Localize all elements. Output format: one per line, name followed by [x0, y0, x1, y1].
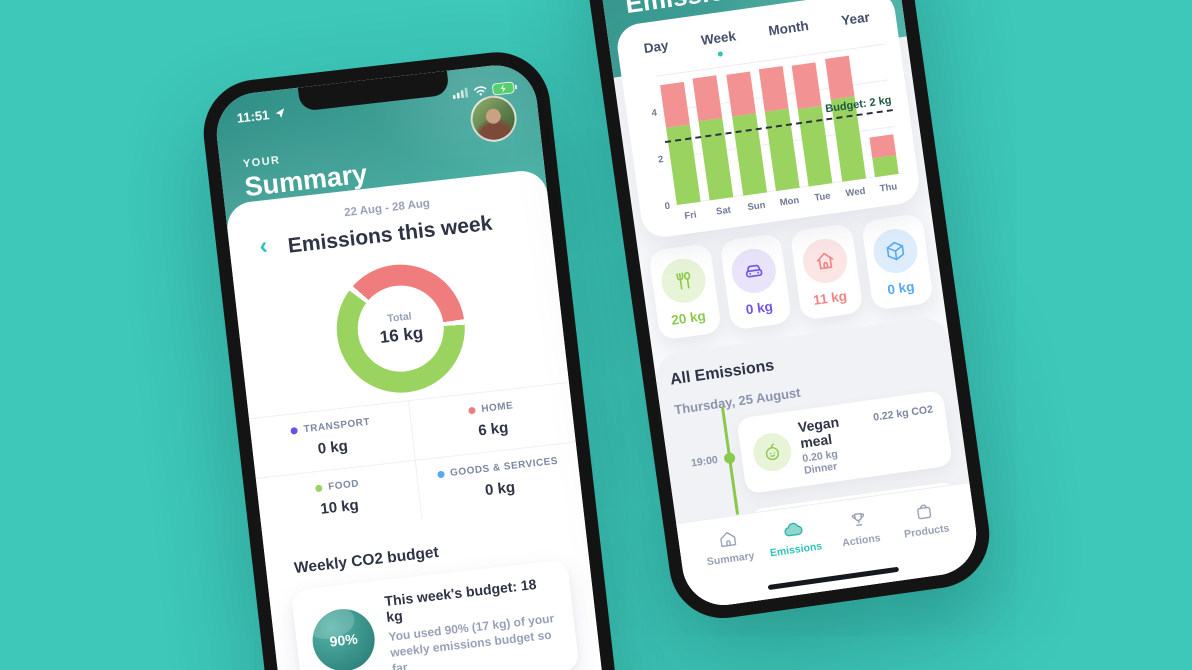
goods-services-dot [436, 470, 445, 479]
tab-year[interactable]: Year [840, 9, 871, 29]
emission-card[interactable]: Vegan meal 0.20 kg Dinner 0.22 kg CO2 [736, 389, 953, 495]
signal-icon [452, 86, 469, 100]
tab-day[interactable]: Day [642, 37, 670, 57]
apple-icon [750, 430, 794, 474]
trophy-icon [824, 505, 892, 549]
budget-percent-badge: 90% [309, 606, 379, 670]
shopping-bag-icon [890, 496, 958, 540]
donut-center-label: Total [386, 310, 413, 326]
tab-month[interactable]: Month [767, 18, 810, 39]
status-time: 11:51 [236, 107, 271, 126]
summary-card: 22 Aug - 28 Aug ‹ Emissions this week To… [224, 168, 619, 670]
tab-emissions[interactable]: Emissions [759, 515, 835, 599]
right-phone-frame: Emissions Day Week Month Year 4 2 0 [578, 0, 997, 626]
lightning-bolt-icon [774, 603, 818, 611]
emission-row-dinner: 19:00 Vegan meal [677, 389, 953, 510]
tab-actions[interactable]: Actions [824, 505, 900, 589]
house-icon [800, 236, 850, 286]
tab-products[interactable]: Products [890, 496, 966, 580]
donut-center-value: 16 kg [378, 323, 425, 347]
right-phone-screen: Emissions Day Week Month Year 4 2 0 [592, 0, 982, 611]
category-card-goods[interactable]: 0 kg [860, 213, 934, 311]
left-phone-frame: 11:51 [198, 46, 634, 670]
weekly-budget-card[interactable]: 90% This week's budget: 18 kg You used 9… [290, 559, 580, 670]
emissions-chart-card: Day Week Month Year 4 2 0 Bu [614, 0, 922, 240]
status-bar: 11:51 [212, 61, 535, 128]
cube-icon [870, 226, 921, 276]
category-cards: 20 kg 0 kg [648, 213, 934, 341]
food-dot [315, 484, 323, 493]
wifi-icon [473, 84, 488, 97]
food-utensils-icon [658, 256, 709, 306]
plot-area: Budget: 2 kg [655, 43, 902, 206]
left-phone-screen: 11:51 [212, 60, 619, 670]
weekly-bar-chart: 4 2 0 Budget: 2 kg [636, 43, 904, 212]
summary-header: 11:51 [212, 60, 551, 261]
car-icon [729, 246, 779, 296]
category-card-transport[interactable]: 0 kg [718, 232, 793, 331]
bottom-tab-bar: Summary Emissions Action [676, 482, 982, 611]
cloud-icon [759, 515, 827, 560]
category-card-home[interactable]: 11 kg [789, 223, 864, 321]
home-icon [694, 524, 762, 569]
avatar[interactable] [468, 93, 520, 145]
home-dot [468, 406, 476, 415]
tab-week[interactable]: Week [700, 28, 737, 48]
transport-dot [290, 426, 299, 435]
category-card-food[interactable]: 20 kg [648, 242, 722, 341]
location-arrow-icon [274, 107, 286, 119]
donut-chart: Total 16 kg [329, 257, 472, 400]
battery-charging-icon [492, 80, 518, 95]
tab-summary[interactable]: Summary [694, 524, 770, 608]
emissions-legend: TRANSPORT 0 kg HOME 6 kg FOOD [248, 381, 583, 538]
